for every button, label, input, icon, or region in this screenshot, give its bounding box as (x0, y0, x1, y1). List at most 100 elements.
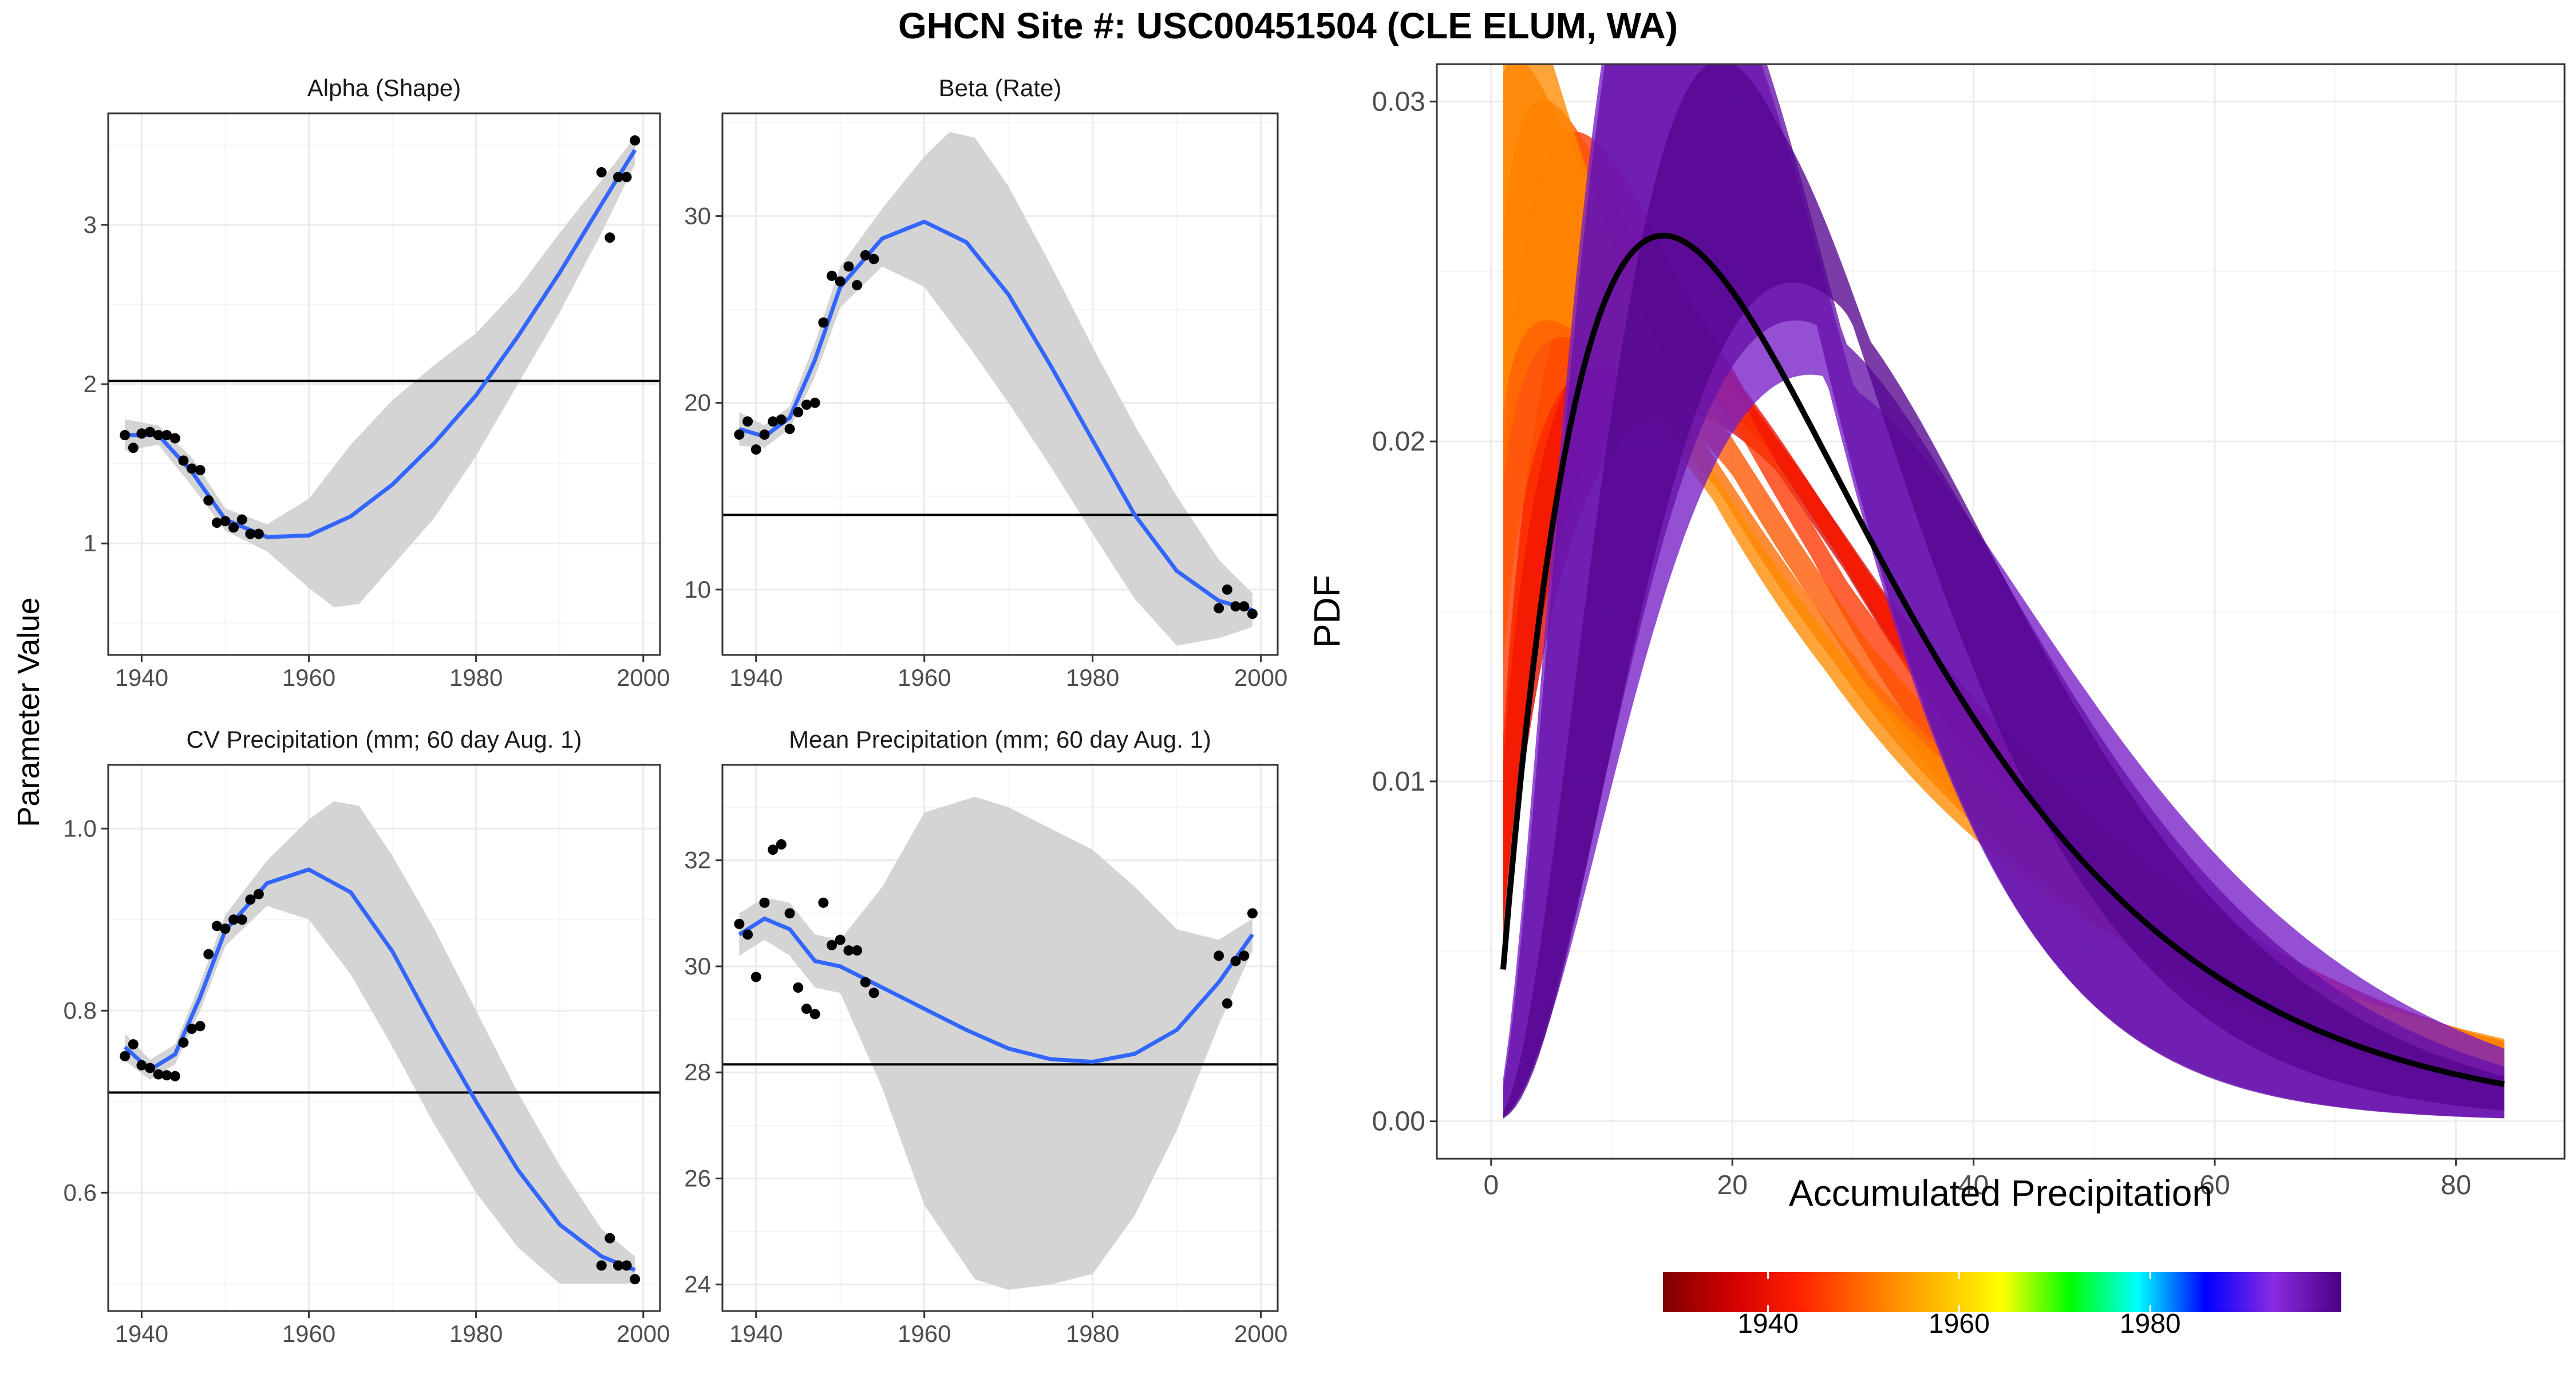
data-point (835, 276, 846, 287)
panel-3: 1940 1960 1980 2000 0.6 0.8 1.0 CV Precipitatio… (64, 726, 670, 1347)
data-point (1214, 950, 1224, 961)
data-point (169, 433, 180, 444)
panel-4: 1940 1960 1980 2000 24 26 28 30 32 Mean Precipita… (684, 726, 1287, 1347)
data-point (742, 416, 753, 427)
data-point (734, 918, 745, 929)
panel-title: Beta (Rate) (939, 74, 1062, 101)
colorbar-gradient (1663, 1272, 2341, 1312)
x-tick-label: 20 (1717, 1170, 1748, 1201)
data-point (187, 1024, 197, 1035)
data-point (1230, 956, 1241, 966)
smooth-line (123, 867, 636, 1272)
data-point (776, 839, 787, 850)
data-point (801, 399, 812, 410)
data-point (843, 261, 854, 272)
x-tick-label: 1940 (115, 664, 168, 691)
data-point (734, 429, 745, 440)
data-point (605, 1233, 615, 1243)
data-point (621, 1260, 632, 1271)
data-point (621, 172, 632, 183)
data-point (793, 982, 804, 993)
x-tick-label: 1980 (449, 1320, 503, 1347)
data-point (742, 929, 753, 940)
data-point (128, 443, 139, 453)
data-point (1230, 601, 1241, 612)
y-tick-label: 30 (684, 202, 711, 229)
data-point (220, 516, 231, 527)
data-point (784, 908, 795, 919)
data-point (245, 894, 256, 905)
colorbar-tick-label: 1960 (1929, 1309, 1990, 1339)
data-point (868, 254, 879, 264)
data-point (809, 1009, 820, 1020)
confidence-band (125, 137, 635, 607)
y-tick-label: 3 (84, 211, 97, 238)
data-point (203, 949, 214, 960)
y-tick-label: 2 (84, 370, 97, 397)
y-tick-label: 24 (684, 1271, 711, 1298)
data-point (153, 1069, 164, 1080)
y-axis-title: PDF (1306, 575, 1348, 648)
panel-frame (721, 764, 1279, 1312)
x-tick-label: 80 (2441, 1170, 2471, 1201)
data-point (236, 514, 247, 525)
data-point (818, 897, 829, 908)
data-point (178, 455, 189, 466)
y-tick-label: 0.6 (64, 1179, 97, 1206)
pdf-panel: 0 20 40 60 80 0.00 0.01 0.02 0.03 Accumulated Pre… (1306, 63, 2566, 1214)
y-tick-label: 32 (684, 847, 711, 874)
data-point (136, 428, 147, 439)
data-point (128, 1039, 139, 1050)
smooth-line (738, 219, 1253, 613)
data-point (136, 1060, 147, 1071)
colorbar-legend: 1940 1960 1980 (1663, 1272, 2341, 1339)
x-tick-label: 1960 (898, 664, 951, 691)
panel-title: Alpha (Shape) (307, 74, 461, 101)
data-point (750, 444, 761, 455)
confidence-band (739, 132, 1253, 646)
data-point (759, 897, 770, 908)
data-point (1247, 609, 1258, 619)
smooth-line (738, 916, 1254, 1064)
data-point (793, 406, 804, 417)
pdf-mean-curve (1500, 232, 2505, 1087)
x-tick-label: 2000 (1234, 664, 1287, 691)
y-tick-label: 20 (684, 389, 711, 416)
x-tick-label: 40 (1958, 1170, 1989, 1201)
data-point (1222, 998, 1232, 1009)
data-point (203, 495, 214, 506)
y-tick-label: 0.8 (64, 997, 97, 1024)
data-point (161, 1070, 172, 1081)
y-tick-label: 26 (684, 1164, 711, 1191)
data-point (187, 463, 197, 474)
panel-title: CV Precipitation (mm; 60 day Aug. 1) (187, 726, 582, 753)
x-tick-label: 2000 (617, 1320, 670, 1347)
data-point (220, 923, 231, 934)
data-point (852, 280, 863, 291)
y-tick-label: 28 (684, 1059, 711, 1085)
x-tick-label: 1980 (1066, 664, 1119, 691)
data-point (827, 939, 837, 950)
x-tick-label: 1960 (282, 1320, 335, 1347)
data-point (236, 914, 247, 925)
y-tick-label: 0.01 (1372, 767, 1425, 797)
data-point (613, 1260, 623, 1271)
data-point (852, 945, 863, 956)
page-title: GHCN Site #: USC00451504 (CLE ELUM, WA) (898, 5, 1678, 46)
data-point (801, 1004, 812, 1014)
x-tick-label: 1980 (449, 664, 503, 691)
x-tick-label: 1960 (898, 1320, 951, 1347)
data-point (596, 167, 607, 177)
data-point (1239, 950, 1250, 961)
panel-title: Mean Precipitation (mm; 60 day Aug. 1) (789, 726, 1211, 753)
y-tick-label: 0.02 (1372, 427, 1425, 457)
data-point (759, 429, 770, 440)
data-point (169, 1071, 180, 1081)
data-point (178, 1037, 189, 1048)
x-tick-label: 1940 (729, 664, 783, 691)
data-point (843, 945, 854, 956)
y-axis-title-parameter-value: Parameter Value (11, 597, 46, 827)
data-point (253, 528, 264, 539)
data-point (868, 988, 879, 998)
x-tick-label: 2000 (1234, 1320, 1287, 1347)
